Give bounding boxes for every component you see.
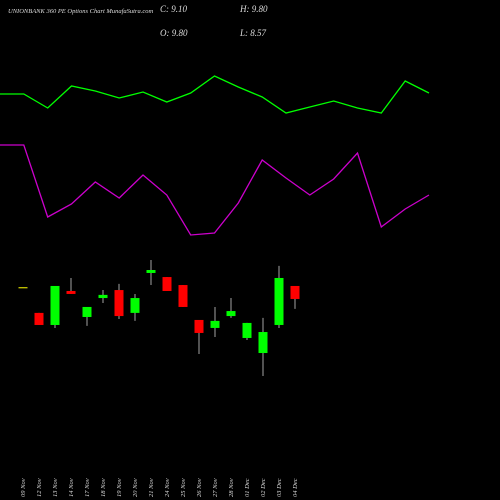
x-tick-label: 03 Dec — [276, 478, 283, 497]
x-tick-label: 17 Nov — [84, 478, 91, 497]
candle-body — [178, 285, 188, 307]
candle-body — [194, 319, 204, 333]
info-low: L: 8.57 — [239, 28, 267, 38]
candle-body — [114, 290, 124, 317]
x-tick-label: 02 Dec — [260, 478, 267, 497]
x-tick-label: 01 Dec — [244, 478, 251, 497]
x-tick-label: 25 Nov — [180, 478, 187, 497]
indicator-line — [0, 144, 430, 236]
info-open: O: 9.80 — [160, 28, 188, 38]
candle-body — [130, 298, 140, 313]
x-tick-label: 18 Nov — [100, 478, 107, 497]
indicator-line — [0, 75, 430, 114]
x-tick-label: 04 Dec — [292, 478, 299, 497]
x-tick-label: 19 Nov — [116, 478, 123, 497]
candle-body — [98, 294, 108, 299]
candle-body — [258, 332, 268, 354]
candle-body — [146, 270, 156, 273]
candle-body — [274, 277, 284, 325]
x-tick-label: 27 Nov — [212, 478, 219, 497]
info-close: C: 9.10 — [160, 4, 188, 14]
candle-body — [210, 320, 220, 328]
candle-body — [290, 285, 300, 299]
x-tick-label: 13 Nov — [52, 478, 59, 497]
x-tick-label: 26 Nov — [196, 478, 203, 497]
x-tick-label: 12 Nov — [36, 478, 43, 497]
info-high: H: 9.80 — [239, 4, 268, 14]
candle-body — [50, 285, 60, 325]
candle-body — [242, 322, 252, 338]
candle-body — [66, 290, 76, 294]
x-tick-label: 21 Nov — [148, 478, 155, 497]
candle-body — [162, 277, 172, 291]
x-tick-label: 24 Nov — [164, 478, 171, 497]
candle-body — [82, 306, 92, 317]
x-tick-label: 28 Nov — [228, 478, 235, 497]
x-tick-label: 20 Nov — [132, 478, 139, 497]
candle-body — [34, 312, 44, 325]
candle-body — [226, 311, 236, 317]
x-tick-label: 09 Nov — [20, 478, 27, 497]
x-tick-label: 14 Nov — [68, 478, 75, 497]
candle-body — [18, 287, 28, 289]
chart-title: UNIONBANK 360 PE Options Chart MunafaSut… — [8, 8, 153, 15]
